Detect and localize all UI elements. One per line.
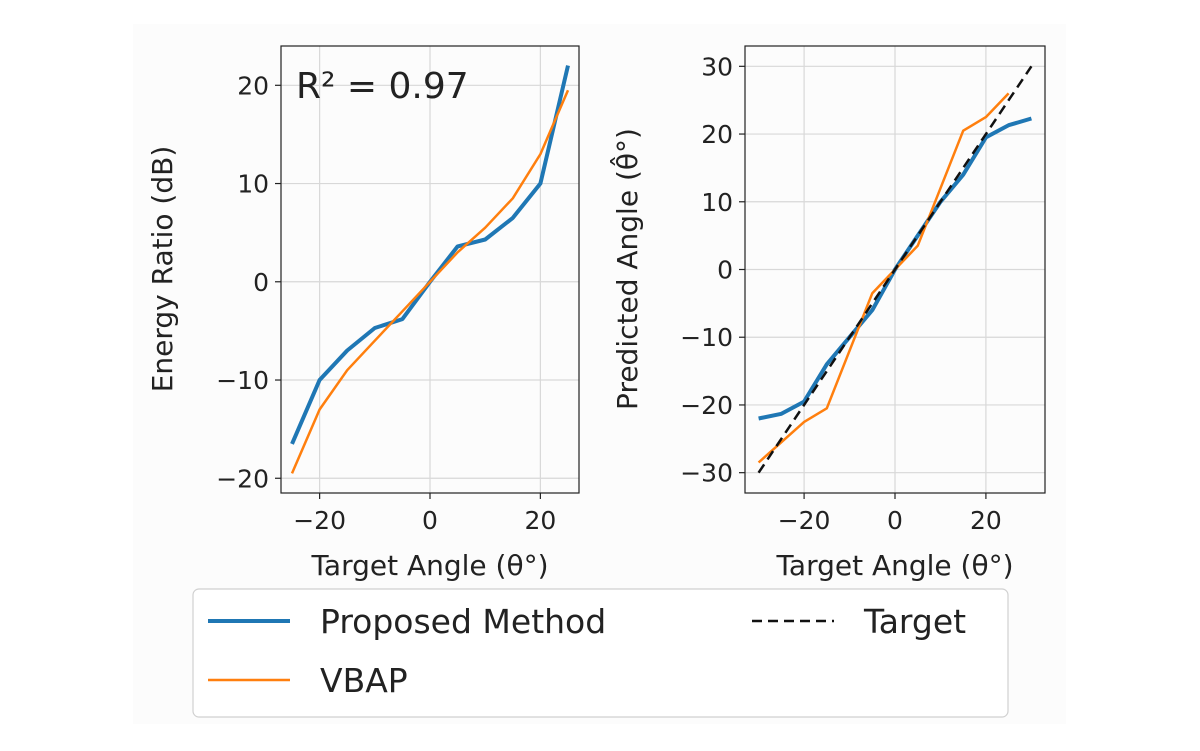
y-tick-label: 0 xyxy=(253,268,269,297)
legend: Proposed Method VBAP Target xyxy=(192,588,1009,718)
y-tick-label: −20 xyxy=(680,391,733,420)
series-line-target xyxy=(757,65,1033,474)
predicted-angle-series xyxy=(757,65,1033,474)
x-tick-label: −20 xyxy=(293,506,346,535)
y-tick-label: 30 xyxy=(701,52,733,81)
series-line-vbap xyxy=(290,89,570,474)
predicted-angle-y-axis-label: Predicted Angle (θ̂°) xyxy=(608,128,644,410)
energy-ratio-series xyxy=(290,65,570,474)
y-tick-label: −30 xyxy=(680,459,733,488)
y-tick-label: 10 xyxy=(237,170,269,199)
y-tick-label: −20 xyxy=(216,464,269,493)
y-tick-label: 0 xyxy=(717,256,733,285)
energy-ratio-ticks: −20 0 20 −20 −10 0 10 20 xyxy=(216,71,556,535)
x-tick-label: 0 xyxy=(422,506,438,535)
predicted-angle-ticks: −20 0 20 −30 −20 −10 0 10 20 30 xyxy=(680,52,1002,535)
r-squared-annotation: R² = 0.97 xyxy=(296,66,469,107)
y-tick-label: 20 xyxy=(237,71,269,100)
predicted-angle-chart: −20 0 20 −30 −20 −10 0 10 20 30 Target Angle (θ°)… xyxy=(608,45,1046,582)
legend-vbap-label: VBAP xyxy=(320,661,408,700)
legend-proposed-label: Proposed Method xyxy=(320,602,606,641)
x-tick-label: 0 xyxy=(887,506,903,535)
y-tick-label: −10 xyxy=(216,366,269,395)
x-tick-label: 20 xyxy=(524,506,556,535)
series-line-vbap xyxy=(757,92,1010,464)
energy-ratio-y-axis-label: Energy Ratio (dB) xyxy=(146,146,179,393)
energy-ratio-x-axis-label: Target Angle (θ°) xyxy=(310,549,548,582)
y-tick-label: 20 xyxy=(701,120,733,149)
y-tick-label: −10 xyxy=(680,323,733,352)
energy-ratio-chart: −20 0 20 −20 −10 0 10 20 Target Angle (θ°) Ener… xyxy=(146,45,580,582)
legend-target-label: Target xyxy=(863,602,966,641)
predicted-angle-x-axis-label: Target Angle (θ°) xyxy=(775,549,1013,582)
predicted-angle-grid xyxy=(745,46,1045,493)
x-tick-label: −20 xyxy=(778,506,831,535)
x-tick-label: 20 xyxy=(970,506,1002,535)
y-tick-label: 10 xyxy=(701,188,733,217)
